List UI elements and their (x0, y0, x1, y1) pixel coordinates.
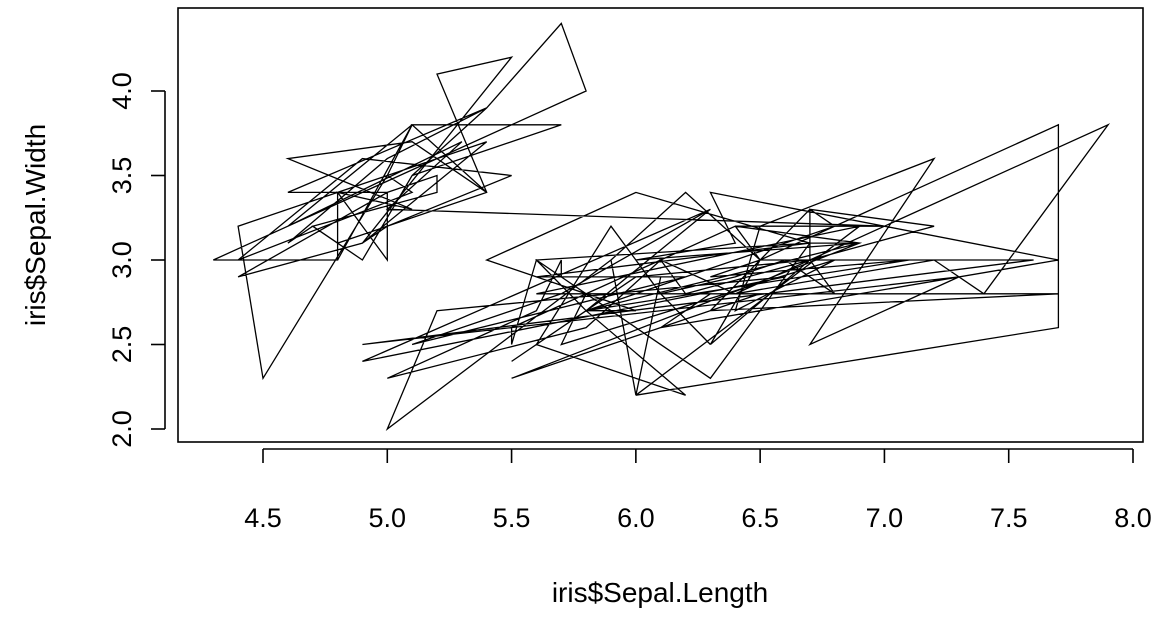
x-tick-label: 7.5 (990, 503, 1028, 533)
x-tick-label: 7.0 (866, 503, 904, 533)
x-tick-label: 6.0 (617, 503, 655, 533)
x-tick-label: 4.5 (244, 503, 282, 533)
x-axis-title: iris$Sepal.Length (552, 577, 768, 608)
y-tick-label: 4.0 (107, 72, 137, 110)
series-line (213, 22, 1111, 431)
x-tick-label: 8.0 (1114, 503, 1152, 533)
series-layer (213, 22, 1111, 431)
x-tick-label: 5.5 (493, 503, 531, 533)
y-tick-label: 3.5 (107, 157, 137, 195)
y-tick-label: 2.5 (107, 326, 137, 364)
y-tick-label: 3.0 (107, 241, 137, 279)
y-tick-label: 2.0 (107, 410, 137, 448)
y-axis-title: iris$Sepal.Width (20, 124, 51, 326)
x-tick-label: 5.0 (369, 503, 407, 533)
x-axis: 4.5 5.0 5.5 6.0 6.5 7.0 7.5 8.0 (244, 448, 1152, 533)
plot-frame (177, 7, 1144, 443)
x-tick-label: 6.5 (741, 503, 779, 533)
y-axis: 2.0 2.5 3.0 3.5 4.0 (107, 72, 166, 448)
